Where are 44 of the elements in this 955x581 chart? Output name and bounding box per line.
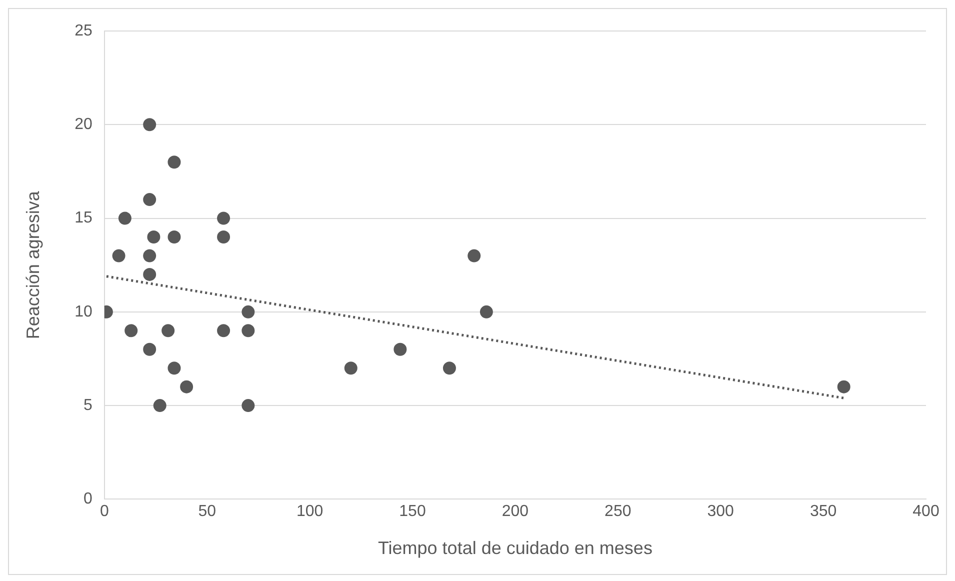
point — [242, 305, 255, 318]
point — [162, 324, 175, 338]
point — [442, 362, 456, 375]
point — [118, 212, 132, 225]
y-tick-label: 10 — [74, 303, 92, 320]
point — [394, 342, 407, 356]
point — [468, 249, 481, 262]
x-tick-label: 300 — [707, 503, 734, 520]
x-tick-label: 350 — [810, 503, 837, 520]
point — [143, 118, 156, 132]
point — [112, 249, 126, 262]
point — [168, 156, 181, 169]
y-axis-title: Reacción agresiva — [22, 190, 43, 340]
y-tick-label: 15 — [74, 210, 92, 227]
point — [344, 362, 358, 375]
point — [143, 249, 156, 262]
y-tick-label: 25 — [74, 22, 92, 40]
point — [217, 324, 230, 338]
x-tick-label: 50 — [198, 503, 216, 520]
point — [480, 305, 493, 318]
point — [143, 342, 156, 356]
point — [242, 324, 255, 338]
point — [837, 380, 850, 394]
x-tick-label: 200 — [502, 503, 529, 520]
x-axis-title: Tiempo total de cuidado en meses — [378, 538, 652, 558]
x-tick-label: 250 — [604, 503, 632, 520]
point — [124, 324, 138, 338]
point — [143, 193, 156, 206]
y-tick-label: 20 — [74, 116, 92, 134]
x-tick-label: 400 — [912, 503, 940, 520]
x-tick-label: 0 — [100, 503, 109, 520]
point — [217, 212, 230, 225]
x-tick-label: 100 — [296, 503, 324, 520]
point — [168, 362, 181, 375]
point — [153, 399, 166, 412]
y-tick-label: 0 — [83, 490, 92, 508]
y-tick-label: 5 — [83, 396, 92, 414]
point — [143, 268, 156, 281]
point — [180, 380, 194, 394]
point — [147, 230, 160, 244]
point — [168, 230, 181, 244]
x-tick-label: 150 — [399, 503, 426, 520]
point — [217, 230, 230, 244]
point — [242, 399, 255, 412]
